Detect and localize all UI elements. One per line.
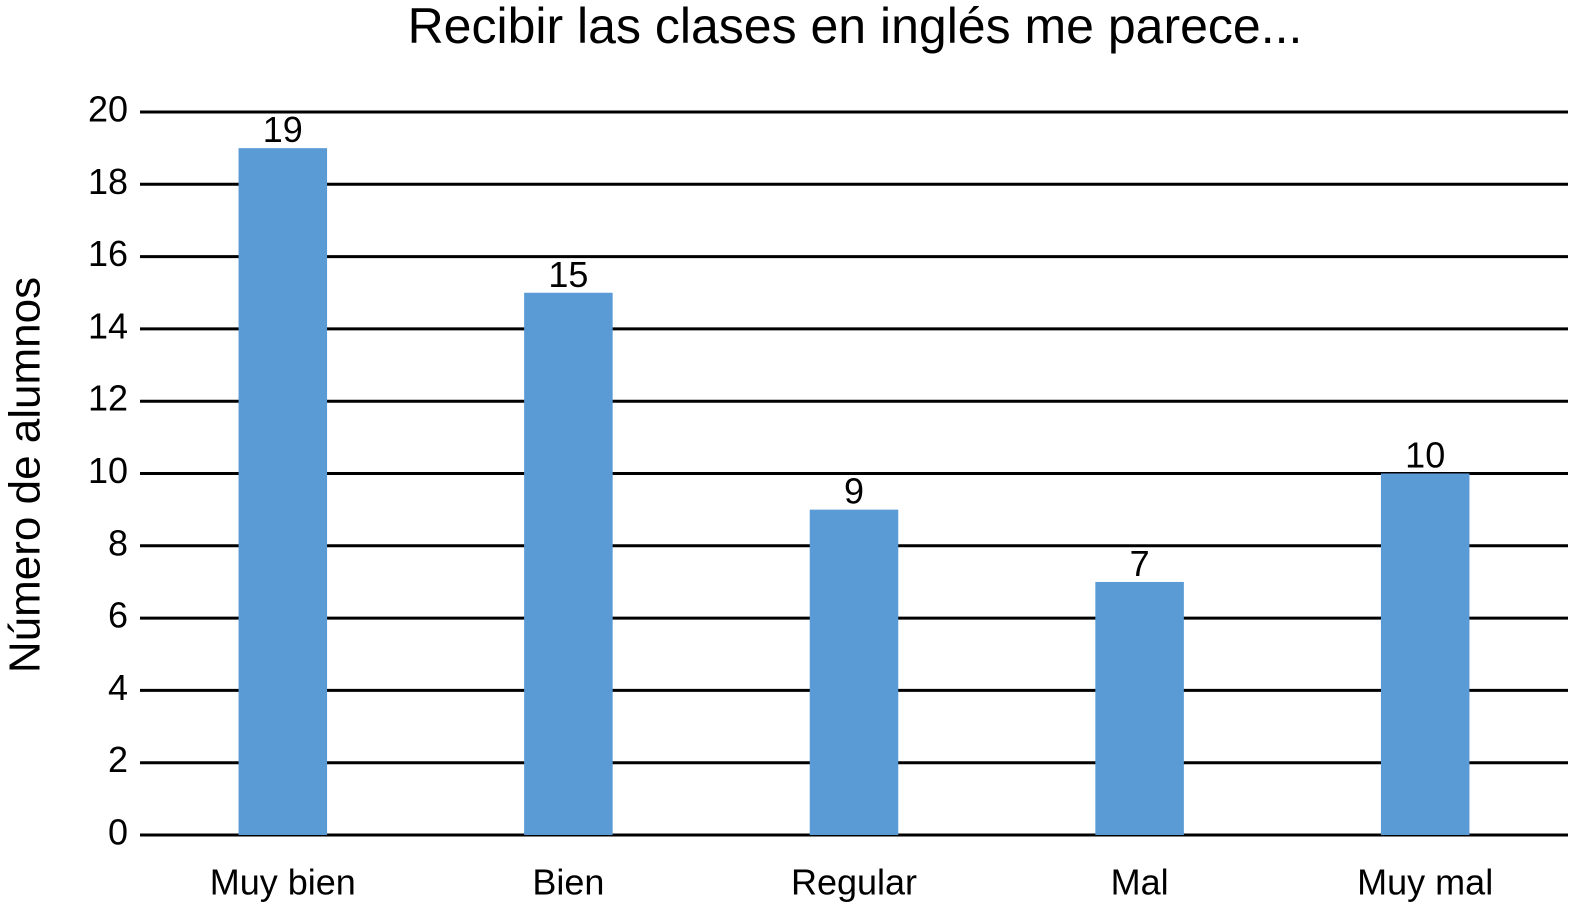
x-tick-label: Muy mal [1357,862,1493,903]
bar [1095,581,1184,835]
bar [1380,473,1470,835]
value-label: 10 [1405,435,1445,476]
y-tick-label: 12 [88,378,128,419]
x-tick-label: Muy bien [210,862,356,903]
bar [524,292,613,835]
y-tick-label: 16 [88,233,128,274]
y-tick-label: 18 [88,161,128,202]
y-tick-label: 10 [88,450,128,491]
y-tick-label: 6 [108,595,128,636]
value-label: 19 [263,109,303,150]
y-tick-label: 0 [108,812,128,853]
value-label: 9 [844,471,864,512]
x-tick-label: Bien [532,862,604,903]
value-label: 15 [548,254,588,295]
y-tick-label: 8 [108,522,128,563]
bar [809,509,899,835]
value-label: 7 [1130,543,1150,584]
chart-title: Recibir las clases en inglés me parece..… [408,0,1303,54]
bar [238,148,328,835]
y-tick-label: 20 [88,89,128,130]
x-tick-label: Regular [791,862,917,903]
y-axis-label: Número de alumnos [1,277,50,673]
x-tick-label: Mal [1111,862,1169,903]
y-tick-label: 14 [88,305,128,346]
y-tick-label: 4 [108,667,128,708]
y-tick-label: 2 [108,739,128,780]
